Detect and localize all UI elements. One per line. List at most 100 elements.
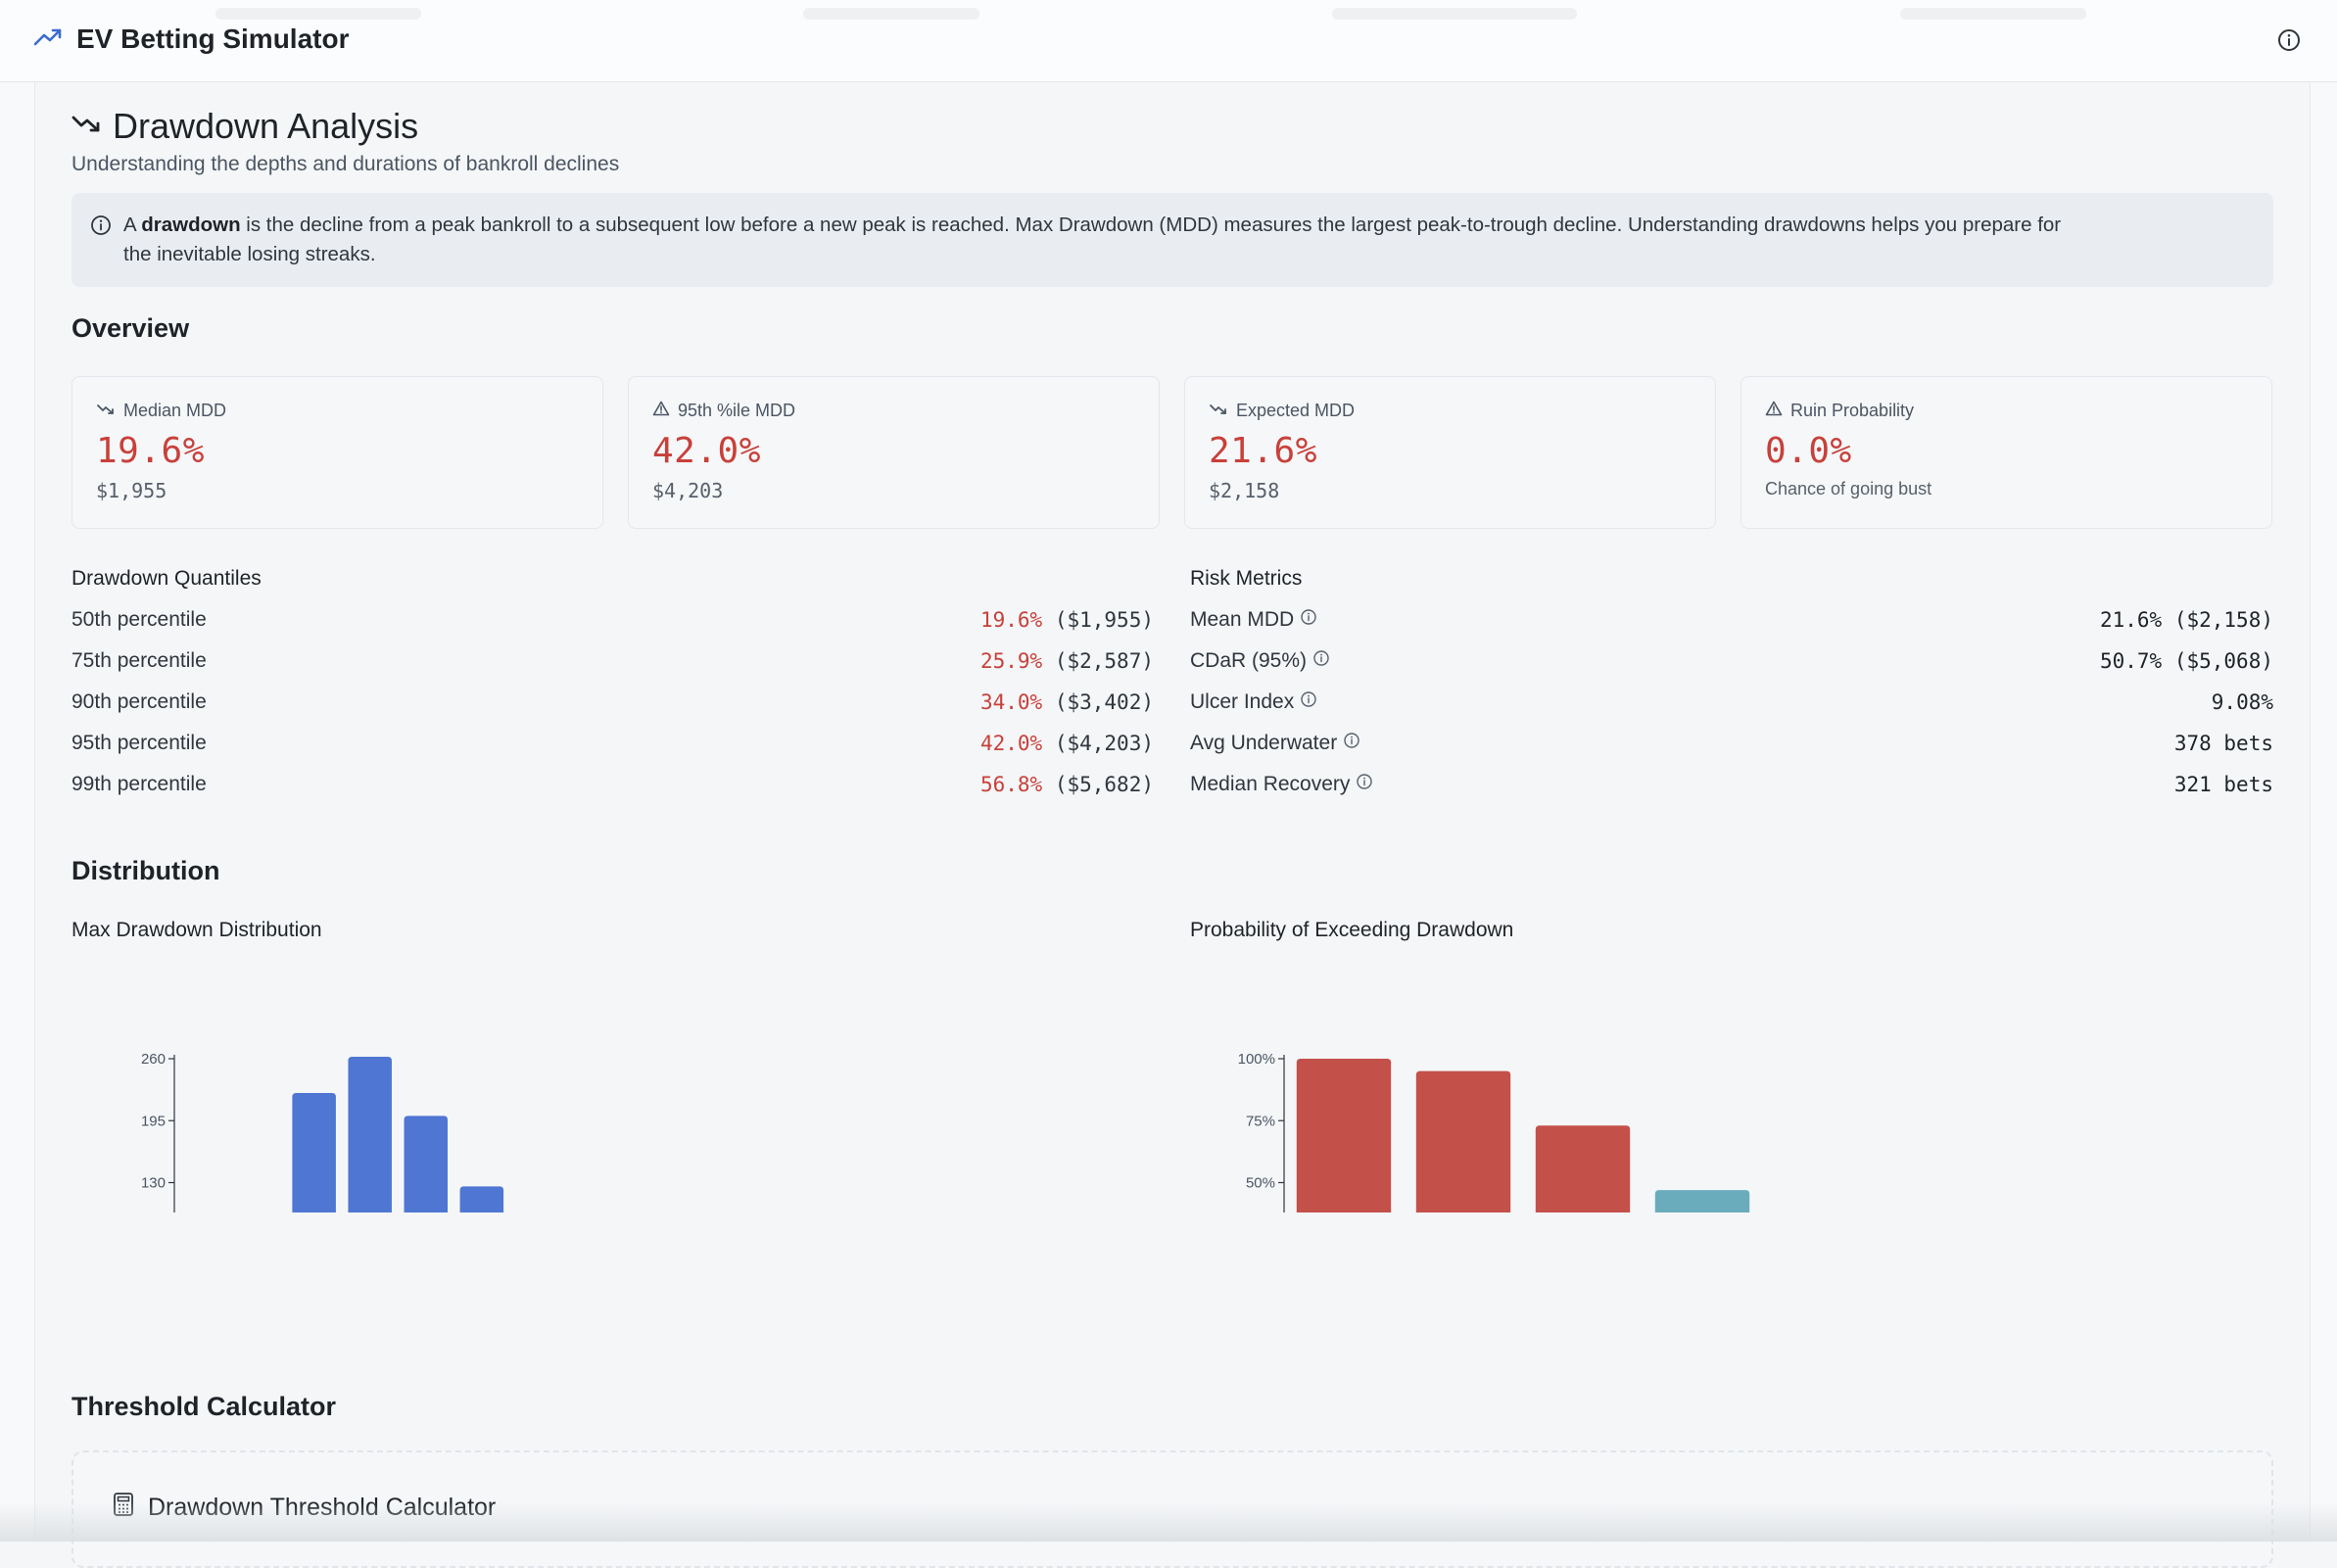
risk-value: 321 bets	[2174, 773, 2273, 796]
faded-tab[interactable]	[1900, 8, 2086, 20]
risk-label: Mean MDD	[1190, 608, 1294, 632]
trending-up-icon	[33, 27, 63, 52]
info-icon	[90, 214, 112, 245]
callout-term: drawdown	[141, 214, 240, 236]
risk-metrics-title: Risk Metrics	[1190, 567, 1302, 591]
risk-value: 378 bets	[2174, 732, 2273, 755]
quantile-amount: ($5,682)	[1055, 773, 1154, 796]
card-label: Median MDD	[123, 401, 226, 421]
bar[interactable]	[405, 1116, 449, 1212]
quantile-percent: 25.9%	[980, 649, 1042, 673]
trending-down-icon	[72, 114, 101, 140]
risk-row: Mean MDD 21.6% ($2,158)	[1190, 599, 2273, 641]
left-gutter	[0, 82, 35, 1542]
median-mdd-card: Median MDD 19.6% $1,955	[72, 376, 603, 529]
p95-mdd-card: 95th %ile MDD 42.0% $4,203	[628, 376, 1160, 529]
page-title-text: Drawdown Analysis	[113, 106, 418, 147]
quantile-amount: ($1,955)	[1055, 608, 1154, 632]
card-subvalue: Chance of going bust	[1765, 479, 1932, 499]
risk-label: Avg Underwater	[1190, 732, 1337, 755]
app-title: EV Betting Simulator	[76, 24, 349, 55]
y-tick-label: 260	[141, 1051, 166, 1068]
callout-text-line1: is the decline from a peak bankroll to a…	[241, 214, 2062, 236]
warning-triangle-icon	[1765, 401, 1783, 421]
callout-text: A drawdown is the decline from a peak ba…	[123, 211, 2248, 240]
quantile-row: 99th percentile 56.8% ($5,682)	[72, 764, 1154, 805]
risk-row: CDaR (95%)50.7% ($5,068)	[1190, 641, 2273, 682]
quantile-label: 99th percentile	[72, 773, 207, 796]
risk-row: Median Recovery 321 bets	[1190, 764, 2273, 805]
y-tick-label: 50%	[1246, 1175, 1275, 1192]
callout-prefix: A	[123, 214, 141, 236]
quantile-label: 75th percentile	[72, 649, 207, 673]
quantile-percent: 56.8%	[980, 773, 1042, 796]
quantile-label: 95th percentile	[72, 732, 207, 755]
info-icon[interactable]	[1300, 608, 1317, 632]
quantile-label: 50th percentile	[72, 608, 207, 632]
info-icon[interactable]	[1312, 649, 1330, 673]
faded-tab[interactable]	[803, 8, 979, 20]
bar[interactable]	[348, 1057, 392, 1212]
right-gutter	[2310, 82, 2337, 1542]
bar[interactable]	[1536, 1125, 1630, 1212]
quantile-amount: ($4,203)	[1055, 732, 1154, 755]
exceeding-drawdown-chart: 0%25%50%75%100%5%10%15%20%25%30%40%50%	[1190, 958, 2273, 1212]
quantile-amount: ($2,587)	[1055, 649, 1154, 673]
card-subvalue: $1,955	[96, 479, 167, 502]
bottom-fade	[0, 1502, 2337, 1542]
callout-text-line2: the inevitable losing streaks.	[123, 240, 2248, 269]
risk-row: Avg Underwater 378 bets	[1190, 723, 2273, 764]
quantile-row: 75th percentile 25.9% ($2,587)	[72, 641, 1154, 682]
faded-tab[interactable]	[1332, 8, 1577, 20]
warning-triangle-icon	[652, 401, 670, 421]
quantile-percent: 19.6%	[980, 608, 1042, 632]
info-icon[interactable]	[2276, 27, 2302, 58]
card-subvalue: $2,158	[1209, 479, 1279, 502]
y-tick-label: 195	[141, 1113, 166, 1129]
risk-value: 21.6% ($2,158)	[2100, 608, 2273, 632]
quantiles-title: Drawdown Quantiles	[72, 567, 262, 591]
quantile-row: 50th percentile 19.6% ($1,955)	[72, 599, 1154, 641]
bar[interactable]	[292, 1093, 336, 1212]
y-tick-label: 100%	[1238, 1051, 1275, 1068]
drawdown-info-callout: A drawdown is the decline from a peak ba…	[72, 193, 2273, 287]
ruin-probability-card: Ruin Probability 0.0% Chance of going bu…	[1741, 376, 2272, 529]
quantile-amount: ($3,402)	[1055, 690, 1154, 714]
card-value: 42.0%	[652, 431, 761, 471]
info-icon[interactable]	[1300, 690, 1317, 714]
card-value: 21.6%	[1209, 431, 1317, 471]
bar[interactable]	[1655, 1190, 1749, 1212]
chart-title-mdd: Max Drawdown Distribution	[72, 919, 322, 942]
card-subvalue: $4,203	[652, 479, 723, 502]
quantile-label: 90th percentile	[72, 690, 207, 714]
risk-value: 9.08%	[2212, 690, 2273, 714]
brand[interactable]: EV Betting Simulator	[33, 24, 349, 55]
faded-tab-strip	[147, 0, 2219, 29]
card-value: 19.6%	[96, 431, 205, 471]
info-icon[interactable]	[1343, 732, 1360, 755]
page-title: Drawdown Analysis	[72, 106, 418, 147]
card-label: Expected MDD	[1236, 401, 1355, 421]
card-label: 95th %ile MDD	[678, 401, 795, 421]
max-drawdown-distribution-chart: 0651301952600-5%5-10%10-15%15-20%20-25%2…	[72, 958, 1159, 1212]
bar[interactable]	[460, 1186, 504, 1212]
y-tick-label: 130	[141, 1175, 166, 1192]
bar[interactable]	[1416, 1071, 1510, 1212]
risk-label: Median Recovery	[1190, 773, 1350, 796]
trending-down-icon	[1209, 401, 1228, 421]
top-bar: EV Betting Simulator	[0, 0, 2337, 82]
risk-label: CDaR (95%)	[1190, 649, 1307, 673]
trending-down-icon	[96, 401, 116, 421]
info-icon[interactable]	[1356, 773, 1373, 796]
bar[interactable]	[1297, 1059, 1391, 1212]
card-label: Ruin Probability	[1790, 401, 1914, 421]
page-subtitle: Understanding the depths and durations o…	[72, 153, 619, 176]
card-value: 0.0%	[1765, 431, 1852, 471]
y-tick-label: 75%	[1246, 1113, 1275, 1129]
faded-tab[interactable]	[215, 8, 421, 20]
overview-heading: Overview	[72, 313, 189, 344]
expected-mdd-card: Expected MDD 21.6% $2,158	[1184, 376, 1716, 529]
